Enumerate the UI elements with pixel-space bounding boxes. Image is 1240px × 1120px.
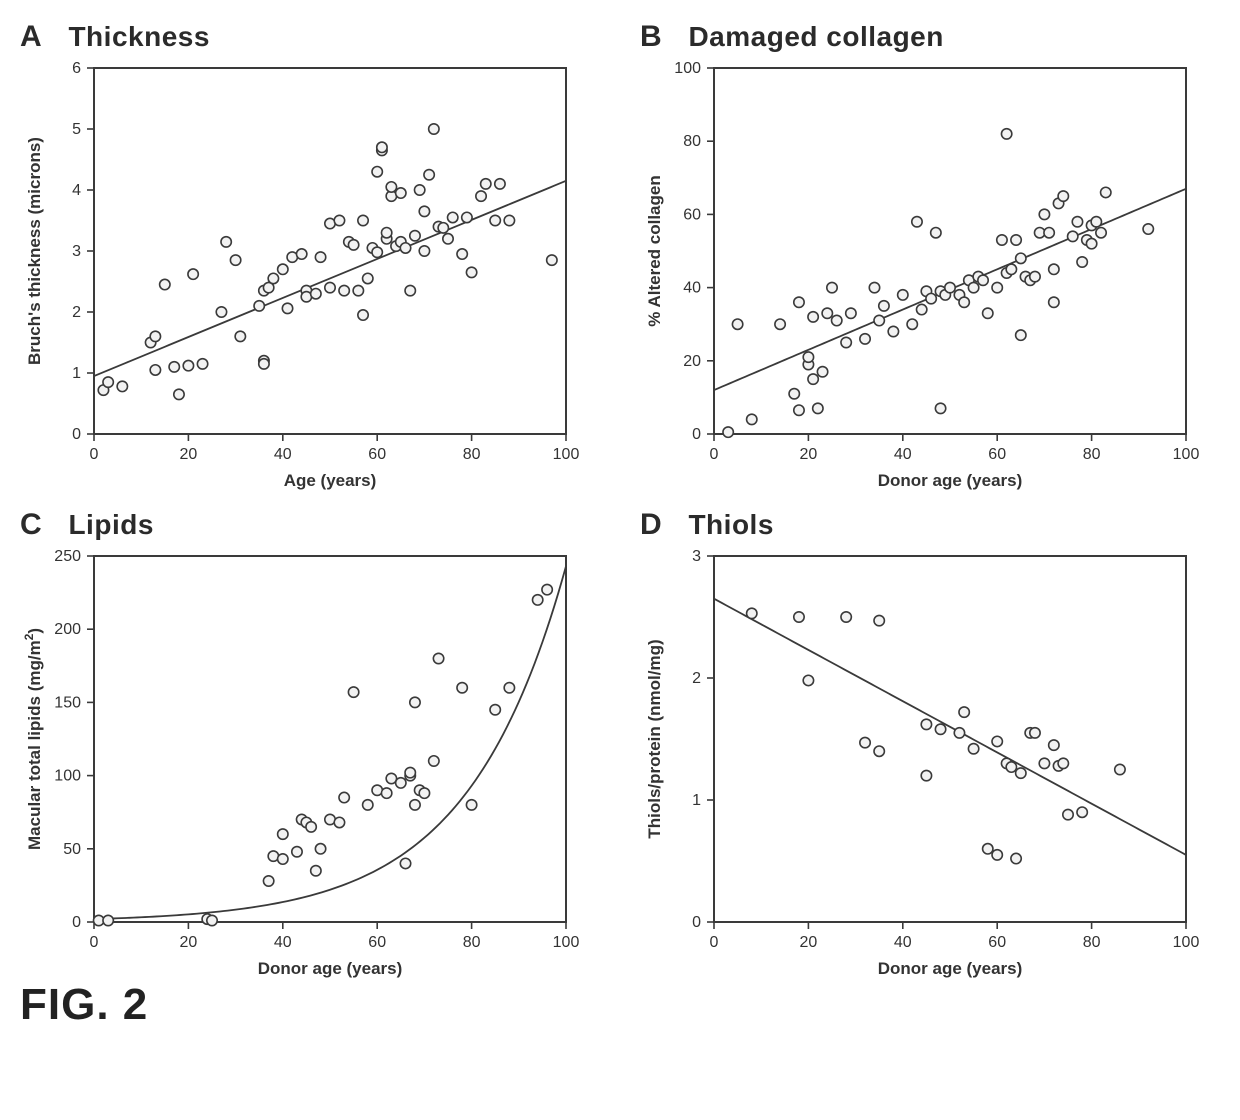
chart-C: 0 20 40 60 80 100 0 50 100 150 200 250 Donor age (ye… <box>20 546 580 986</box>
svg-text:2: 2 <box>692 670 701 687</box>
svg-text:20: 20 <box>800 446 818 463</box>
svg-text:Age (years): Age (years) <box>284 471 377 490</box>
svg-text:Thiols/protein (nmol/mg): Thiols/protein (nmol/mg) <box>645 639 664 838</box>
svg-text:20: 20 <box>683 353 701 370</box>
svg-text:5: 5 <box>72 121 81 138</box>
panel-C-letter: C <box>20 508 42 541</box>
panel-B-header: B Damaged collagen <box>640 20 1220 54</box>
svg-text:80: 80 <box>463 934 481 951</box>
svg-text:100: 100 <box>54 768 81 785</box>
svg-text:40: 40 <box>274 934 292 951</box>
panel-B-title: Damaged collagen <box>688 21 943 52</box>
panel-D-letter: D <box>640 508 662 541</box>
svg-text:100: 100 <box>1173 446 1200 463</box>
panel-B: B Damaged collagen 0 20 40 60 80 100 0 20 40 60 80… <box>640 20 1220 498</box>
svg-text:80: 80 <box>683 133 701 150</box>
svg-text:% Altered collagen: % Altered collagen <box>645 175 664 326</box>
svg-text:250: 250 <box>54 548 81 565</box>
svg-text:50: 50 <box>63 841 81 858</box>
chart-D: 0 20 40 60 80 100 0 1 2 3 Donor age (years) Thiols/… <box>640 546 1200 986</box>
panel-C-header: C Lipids <box>20 508 600 542</box>
svg-text:0: 0 <box>692 426 701 443</box>
svg-text:150: 150 <box>54 694 81 711</box>
svg-text:3: 3 <box>692 548 701 565</box>
svg-text:2: 2 <box>72 304 81 321</box>
chart-B: 0 20 40 60 80 100 0 20 40 60 80 100 Donor age (years… <box>640 58 1200 498</box>
panel-D-title: Thiols <box>688 509 773 540</box>
panel-A-title: Thickness <box>68 21 209 52</box>
svg-text:3: 3 <box>72 243 81 260</box>
panel-D: D Thiols 0 20 40 60 80 100 0 1 2 3 Donor age (year… <box>640 508 1220 986</box>
svg-text:Bruch's thickness (microns): Bruch's thickness (microns) <box>25 137 44 365</box>
svg-text:1: 1 <box>692 792 701 809</box>
panel-D-header: D Thiols <box>640 508 1220 542</box>
svg-text:Donor age (years): Donor age (years) <box>258 959 403 978</box>
svg-text:100: 100 <box>1173 934 1200 951</box>
svg-text:Donor age (years): Donor age (years) <box>878 959 1023 978</box>
svg-text:Donor age (years): Donor age (years) <box>878 471 1023 490</box>
chart-A-svg: 0 20 40 60 80 100 0 1 2 3 4 5 6 Age (years) Bruch's th… <box>20 58 580 498</box>
chart-D-svg: 0 20 40 60 80 100 0 1 2 3 Donor age (years) Thiols/… <box>640 546 1200 986</box>
svg-text:0: 0 <box>72 426 81 443</box>
svg-text:4: 4 <box>72 182 81 199</box>
chart-B-svg: 0 20 40 60 80 100 0 20 40 60 80 100 Donor age (years… <box>640 58 1200 498</box>
svg-text:0: 0 <box>710 934 719 951</box>
svg-text:60: 60 <box>368 446 386 463</box>
svg-text:Macular total lipids (mg/m2): Macular total lipids (mg/m2) <box>22 628 44 850</box>
chart-A: 0 20 40 60 80 100 0 1 2 3 4 5 6 Age (years) Bruch's th… <box>20 58 580 498</box>
figure-grid: A Thickness 0204060801000123456Age (year… <box>20 20 1220 986</box>
panel-C: C Lipids 0 20 40 60 80 100 0 50 100 150 200 250 Dono… <box>20 508 600 986</box>
svg-text:40: 40 <box>894 934 912 951</box>
svg-text:60: 60 <box>988 934 1006 951</box>
svg-text:6: 6 <box>72 60 81 77</box>
panel-A-letter: A <box>20 20 42 53</box>
panel-B-letter: B <box>640 20 662 53</box>
svg-text:60: 60 <box>988 446 1006 463</box>
svg-text:20: 20 <box>180 446 198 463</box>
svg-text:20: 20 <box>800 934 818 951</box>
svg-text:1: 1 <box>72 365 81 382</box>
svg-text:0: 0 <box>90 446 99 463</box>
chart-C-svg: 0 20 40 60 80 100 0 50 100 150 200 250 Donor age (ye… <box>20 546 580 986</box>
svg-text:100: 100 <box>674 60 701 77</box>
svg-text:60: 60 <box>368 934 386 951</box>
svg-text:0: 0 <box>72 914 81 931</box>
svg-text:40: 40 <box>683 280 701 297</box>
panel-A-header: A Thickness <box>20 20 600 54</box>
svg-text:0: 0 <box>710 446 719 463</box>
svg-text:80: 80 <box>463 446 481 463</box>
panel-C-title: Lipids <box>68 509 153 540</box>
svg-text:100: 100 <box>553 446 580 463</box>
svg-text:80: 80 <box>1083 934 1101 951</box>
svg-text:60: 60 <box>683 206 701 223</box>
svg-text:100: 100 <box>553 934 580 951</box>
svg-text:0: 0 <box>692 914 701 931</box>
svg-text:20: 20 <box>180 934 198 951</box>
figure-label: FIG. 2 <box>20 980 1220 1030</box>
svg-text:0: 0 <box>90 934 99 951</box>
svg-text:80: 80 <box>1083 446 1101 463</box>
svg-text:200: 200 <box>54 621 81 638</box>
panel-A: A Thickness 0 20 40 60 80 100 0 1 2 3 4 5 6 Age (year… <box>20 20 600 498</box>
svg-text:40: 40 <box>274 446 292 463</box>
svg-text:40: 40 <box>894 446 912 463</box>
